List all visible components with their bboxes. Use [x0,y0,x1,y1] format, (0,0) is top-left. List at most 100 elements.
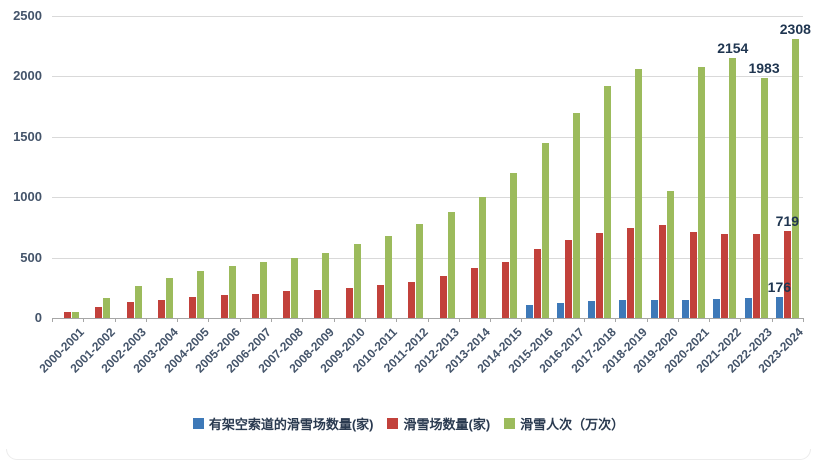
y-axis-tick-label: 2000 [13,68,42,84]
bar-series-1 [752,233,760,318]
x-axis-tick [333,318,335,322]
bar-series-0 [681,299,689,318]
bar-series-2 [385,235,393,318]
x-axis-tick [709,318,711,322]
legend-swatch-red [387,418,399,429]
bar-series-2 [447,211,455,318]
bar-series-0 [556,302,564,318]
bar-series-1 [283,291,291,318]
bar-series-1 [533,249,541,318]
x-axis-tick [552,318,554,322]
bar-series-1 [314,290,322,318]
bar-series-1 [470,268,478,318]
bar-series-1 [251,293,259,318]
bar-series-2 [666,191,674,318]
bar-series-2 [322,252,330,318]
bar-series-2 [635,69,643,318]
bar-series-1 [564,239,572,318]
x-axis-tick [646,318,648,322]
bar-series-2 [72,311,80,318]
bar-series-1 [408,281,416,318]
bar-series-1 [721,234,729,318]
x-axis-tick [208,318,210,322]
bar-series-1 [126,302,134,318]
x-axis-tick [114,318,116,322]
bar-series-2 [604,86,612,318]
bar-series-2 [510,173,518,318]
bar-series-1 [220,295,228,318]
bar-series-2 [697,66,705,318]
data-label: 176 [767,278,792,295]
bar-series-1 [345,287,353,318]
y-axis-tick-label: 1000 [13,189,42,205]
bar-series-2 [228,266,236,318]
x-axis-tick [302,318,304,322]
x-axis-tick [239,318,241,322]
x-axis-tick [396,318,398,322]
chart-legend: 有架空索道的滑雪场数量(家) 滑雪场数量(家) 滑雪人次（万次） [0,414,817,433]
x-axis-tick [83,318,85,322]
legend-label-ski-visits: 滑雪人次（万次） [520,417,625,432]
bar-series-1 [439,275,447,318]
x-axis-tick [52,318,53,322]
x-axis-tick [677,318,679,322]
bar-series-0 [525,304,533,318]
card-bottom-edge [6,449,811,460]
bar-series-2 [729,57,737,318]
legend-item-resort-count: 滑雪场数量(家) [387,414,490,433]
x-axis-tick [583,318,585,322]
bar-series-1 [158,299,166,318]
bar-series-2 [791,39,799,318]
gridline [52,76,803,78]
bar-series-2 [541,142,549,318]
bar-series-1 [64,311,72,318]
x-axis-tick [427,318,429,322]
legend-item-ropeway-resort-count: 有架空索道的滑雪场数量(家) [192,414,373,433]
legend-item-ski-visits: 滑雪人次（万次） [504,414,624,433]
x-axis-tick [740,318,742,322]
bar-series-2 [134,285,142,318]
x-axis-tick [771,318,773,322]
data-label: 719 [775,213,800,230]
x-axis-tick [177,318,179,322]
bar-series-1 [783,231,791,318]
bar-series-0 [744,298,752,318]
gridline [52,136,803,138]
bar-series-1 [627,228,635,318]
data-label: 1983 [748,60,780,77]
bar-series-1 [502,262,510,318]
bar-series-2 [166,278,174,318]
bar-series-1 [95,307,103,318]
gridline [52,16,803,17]
bar-series-1 [377,285,385,318]
bar-series-2 [478,197,486,318]
bar-series-2 [416,223,424,318]
x-axis-tick [458,318,460,322]
bar-series-0 [619,300,627,318]
bar-series-2 [103,298,111,318]
x-axis-tick [271,318,273,322]
x-axis-tick [615,318,617,322]
legend-swatch-blue [192,418,204,429]
bar-series-0 [713,298,721,318]
bar-series-1 [658,224,666,318]
gridline [52,197,803,199]
y-axis-tick-label: 2500 [13,8,42,23]
bar-series-1 [689,231,697,318]
bar-series-2 [197,270,205,318]
bar-series-0 [588,300,596,318]
legend-label-resort-count: 滑雪场数量(家) [403,417,491,432]
x-axis-tick [364,318,366,322]
bar-series-2 [291,257,299,318]
bar-series-0 [650,299,658,318]
y-axis-tick-label: 1500 [13,128,42,144]
gridline [52,257,803,259]
bar-series-2 [760,78,768,318]
bar-series-1 [596,233,604,318]
bar-series-0 [775,296,783,318]
bar-series-2 [572,112,580,318]
bar-series-2 [353,244,361,318]
x-axis-tick [490,318,492,322]
